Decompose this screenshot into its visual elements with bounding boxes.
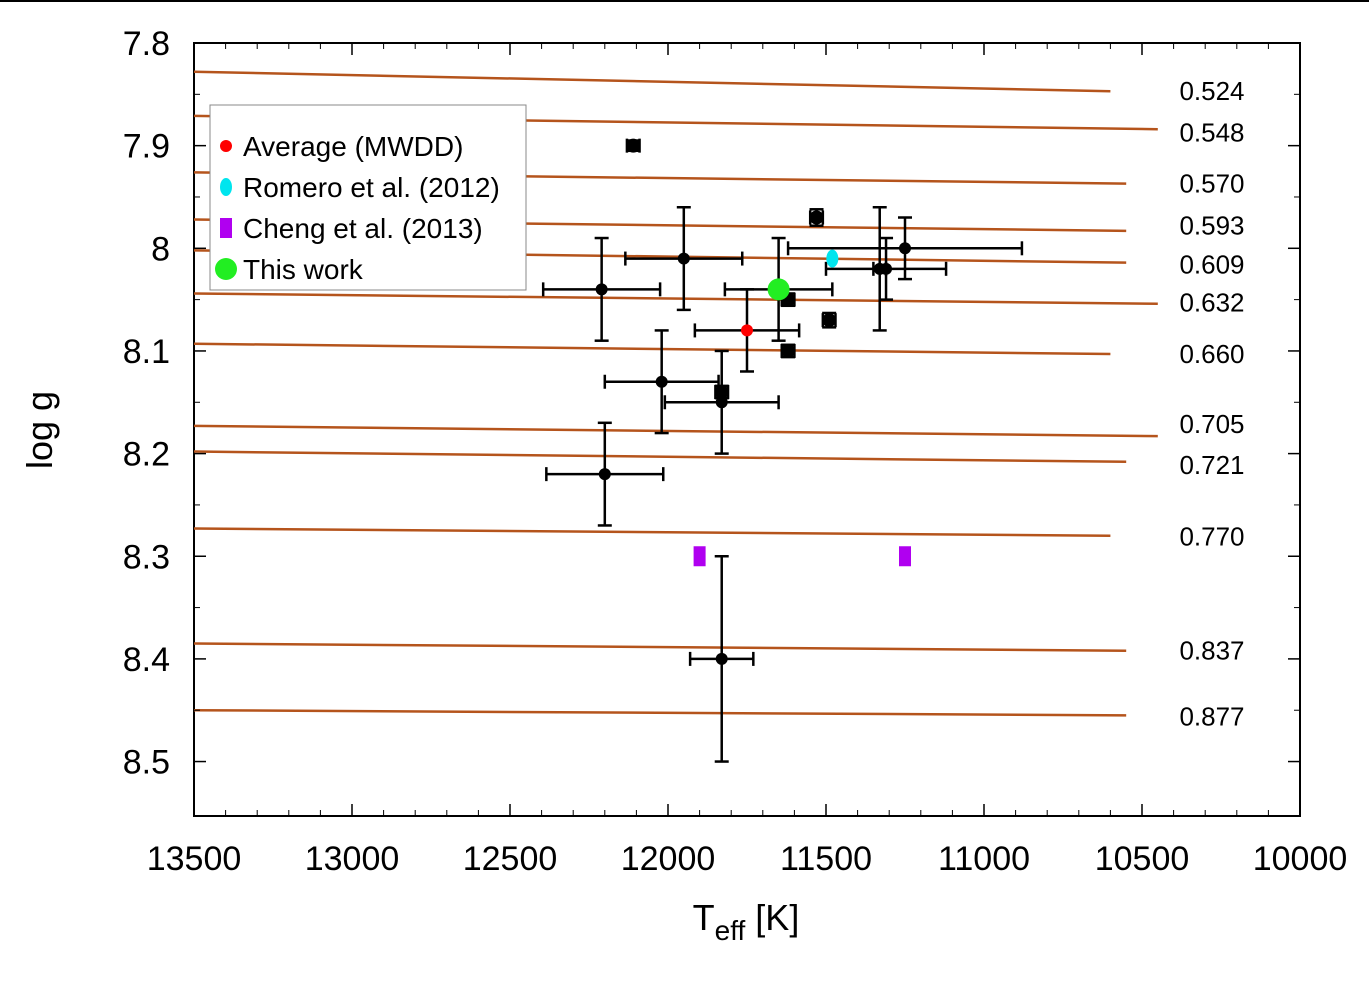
legend-entry: Romero et al. (2012) xyxy=(220,172,500,203)
individual-measurements-marker xyxy=(873,262,886,275)
individual-measurements-marker xyxy=(595,283,608,296)
individual-measurements-marker xyxy=(655,375,668,388)
mass-tracks xyxy=(193,70,1158,717)
individual-measurements-point xyxy=(625,138,641,153)
legend-label: Romero et al. (2012) xyxy=(243,172,500,203)
y-tick-label: 8.4 xyxy=(123,641,170,679)
mass-label-0.593: 0.593 xyxy=(1179,211,1244,241)
mass-label-0.570: 0.570 xyxy=(1179,169,1244,199)
individual-measurements-point xyxy=(603,329,720,435)
mass-track-0.877 xyxy=(193,708,1127,717)
cheng-et-al-2013-point xyxy=(693,546,706,567)
mass-label-0.770: 0.770 xyxy=(1179,522,1244,552)
legend-entry: Average (MWDD) xyxy=(220,131,463,162)
top-border xyxy=(0,0,1369,2)
x-tick-label: 12500 xyxy=(463,840,558,878)
individual-measurements-marker xyxy=(810,211,823,224)
this-work-point xyxy=(723,236,834,342)
mass-label-0.660: 0.660 xyxy=(1179,339,1244,369)
x-tick-label: 12000 xyxy=(621,840,716,878)
x-tick-label: 11500 xyxy=(780,840,872,878)
individual-measurements-marker xyxy=(627,139,640,152)
cheng-et-al-2013-marker xyxy=(693,546,706,567)
individual-measurements-point xyxy=(780,343,796,359)
mass-label-0.632: 0.632 xyxy=(1179,288,1244,318)
romero-et-al-2012-point xyxy=(826,249,839,268)
mass-track-0.660 xyxy=(193,342,1111,356)
mass-track-0.837 xyxy=(193,642,1127,652)
y-tick-label: 7.9 xyxy=(123,128,170,166)
y-tick-labels: 7.8 7.9 8 8.1 8.2 8.3 8.4 8.5 xyxy=(123,25,170,782)
y-axis-title: log g xyxy=(19,391,60,469)
legend: Average (MWDD) Romero et al. (2012) Cheng … xyxy=(209,104,527,291)
y-tick-label: 8.3 xyxy=(123,538,170,576)
mass-track-0.705 xyxy=(193,424,1158,438)
mass-label-0.548: 0.548 xyxy=(1179,117,1244,147)
x-tick-label: 11000 xyxy=(938,840,1030,878)
mass-label-0.837: 0.837 xyxy=(1179,636,1244,666)
individual-measurements-marker xyxy=(715,396,728,409)
individual-measurements-marker xyxy=(899,242,911,255)
romero-et-al-2012-marker xyxy=(826,249,839,268)
y-tick-label: 8.1 xyxy=(123,333,170,371)
mass-track-0.632 xyxy=(193,292,1158,305)
legend-entry: This work xyxy=(215,254,364,285)
legend-marker-cheng-et-al-2013 xyxy=(220,218,232,238)
legend-label: Average (MWDD) xyxy=(243,131,463,162)
mass-track-0.524 xyxy=(193,70,1111,93)
this-work-marker xyxy=(767,278,790,301)
legend-marker-average-mwdd xyxy=(220,140,232,152)
individual-measurements-marker xyxy=(715,652,728,665)
legend-marker-this-work xyxy=(215,258,237,280)
average-mwdd-marker xyxy=(741,324,753,337)
mass-label-0.524: 0.524 xyxy=(1179,76,1244,106)
y-tick-label: 8.5 xyxy=(123,744,170,782)
data-points xyxy=(541,138,1024,763)
mass-label-0.721: 0.721 xyxy=(1179,450,1244,480)
cheng-et-al-2013-point xyxy=(899,546,911,567)
individual-measurements-marker xyxy=(782,344,795,357)
mass-labels: 0.524 0.548 0.570 0.593 0.609 0.632 0.660 0.705… xyxy=(1179,76,1244,731)
x-axis-title: Teff [K] xyxy=(693,897,800,946)
mass-track-0.721 xyxy=(193,450,1127,464)
individual-measurements-marker xyxy=(823,314,836,327)
individual-measurements-point xyxy=(545,421,665,527)
individual-measurements-point xyxy=(663,349,780,455)
y-tick-label: 8 xyxy=(151,230,170,268)
mass-label-0.877: 0.877 xyxy=(1179,701,1244,731)
x-tick-label: 10500 xyxy=(1095,840,1190,878)
individual-measurements-point xyxy=(624,205,744,312)
x-tick-label: 10000 xyxy=(1253,840,1348,878)
individual-measurements-point xyxy=(821,311,837,329)
individual-measurements-point xyxy=(688,555,755,763)
axis-ticks xyxy=(193,42,1301,816)
mass-label-0.705: 0.705 xyxy=(1179,409,1244,439)
legend-label: Cheng et al. (2013) xyxy=(243,213,483,244)
mass-label-0.609: 0.609 xyxy=(1179,250,1244,280)
y-tick-label: 7.8 xyxy=(123,25,170,63)
individual-measurements-point xyxy=(541,236,662,342)
x-tick-label: 13000 xyxy=(305,840,400,878)
x-tick-label: 13500 xyxy=(147,840,242,878)
cheng-et-al-2013-marker xyxy=(899,546,911,567)
x-tick-labels: 13500 13000 12500 12000 11500 11000 10500 10000 xyxy=(147,840,1348,878)
individual-measurements-point xyxy=(808,208,825,227)
individual-measurements-point xyxy=(872,205,888,332)
individual-measurements-marker xyxy=(598,468,611,481)
legend-box xyxy=(209,104,527,291)
individual-measurements-marker xyxy=(677,252,690,265)
mass-track-0.770 xyxy=(193,527,1111,537)
legend-entry: Cheng et al. (2013) xyxy=(220,213,483,244)
y-tick-label: 8.2 xyxy=(123,436,170,474)
legend-label: This work xyxy=(243,254,364,285)
legend-marker-romero-et-al-2012 xyxy=(220,178,232,196)
